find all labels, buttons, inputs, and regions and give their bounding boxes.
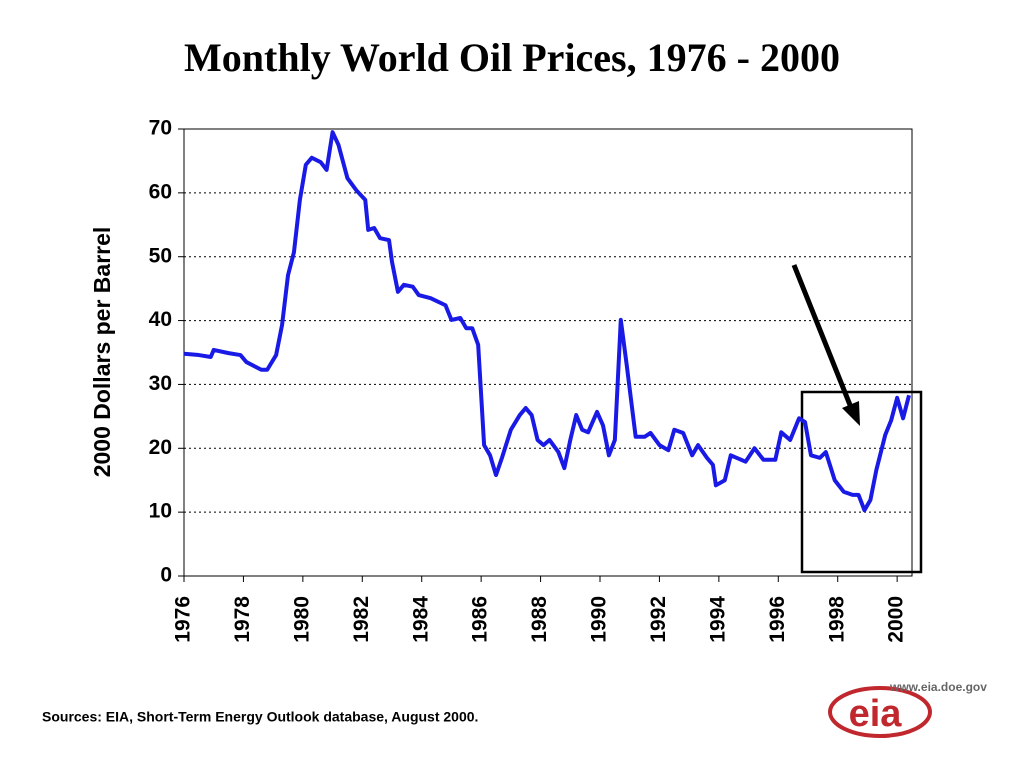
- x-tick-label: 1988: [528, 596, 551, 643]
- y-axis-label: 2000 Dollars per Barrel: [89, 227, 115, 478]
- y-tick-label: 20: [149, 436, 172, 459]
- price-line: [183, 130, 911, 513]
- arrow-head: [842, 401, 860, 426]
- logo-url: www.eia.doe.gov: [889, 680, 987, 694]
- y-tick-label: 70: [149, 117, 172, 140]
- x-tick-label: 1978: [231, 596, 254, 643]
- x-tick-label: 1998: [825, 596, 848, 643]
- chart-title: Monthly World Oil Prices, 1976 - 2000: [184, 35, 840, 80]
- y-tick-label: 60: [149, 180, 172, 203]
- source-note: Sources: EIA, Short-Term Energy Outlook …: [42, 709, 478, 725]
- logo-ring: [828, 686, 932, 738]
- y-tick-label: 40: [149, 308, 172, 331]
- arrow-shaft: [791, 264, 855, 411]
- y-tick-label: 30: [149, 372, 172, 395]
- x-tick-label: 1996: [766, 596, 789, 643]
- x-tick-label: 1976: [172, 596, 195, 643]
- x-tick-label: 1980: [290, 596, 313, 643]
- x-tick-label: 1982: [350, 596, 373, 643]
- x-tick-label: 2000: [885, 596, 908, 643]
- logo-text: eia: [849, 693, 903, 735]
- x-tick-label: 1986: [469, 596, 492, 643]
- y-tick-label: 10: [149, 500, 172, 523]
- x-tick-label: 1990: [588, 596, 611, 643]
- y-tick-label: 50: [149, 244, 172, 267]
- y-tick-label: 0: [160, 564, 172, 587]
- plot-frame: [183, 128, 913, 577]
- highlight-box: [800, 390, 923, 574]
- x-tick-label: 1984: [409, 596, 432, 643]
- x-tick-label: 1994: [706, 596, 729, 643]
- x-tick-label: 1992: [647, 596, 670, 643]
